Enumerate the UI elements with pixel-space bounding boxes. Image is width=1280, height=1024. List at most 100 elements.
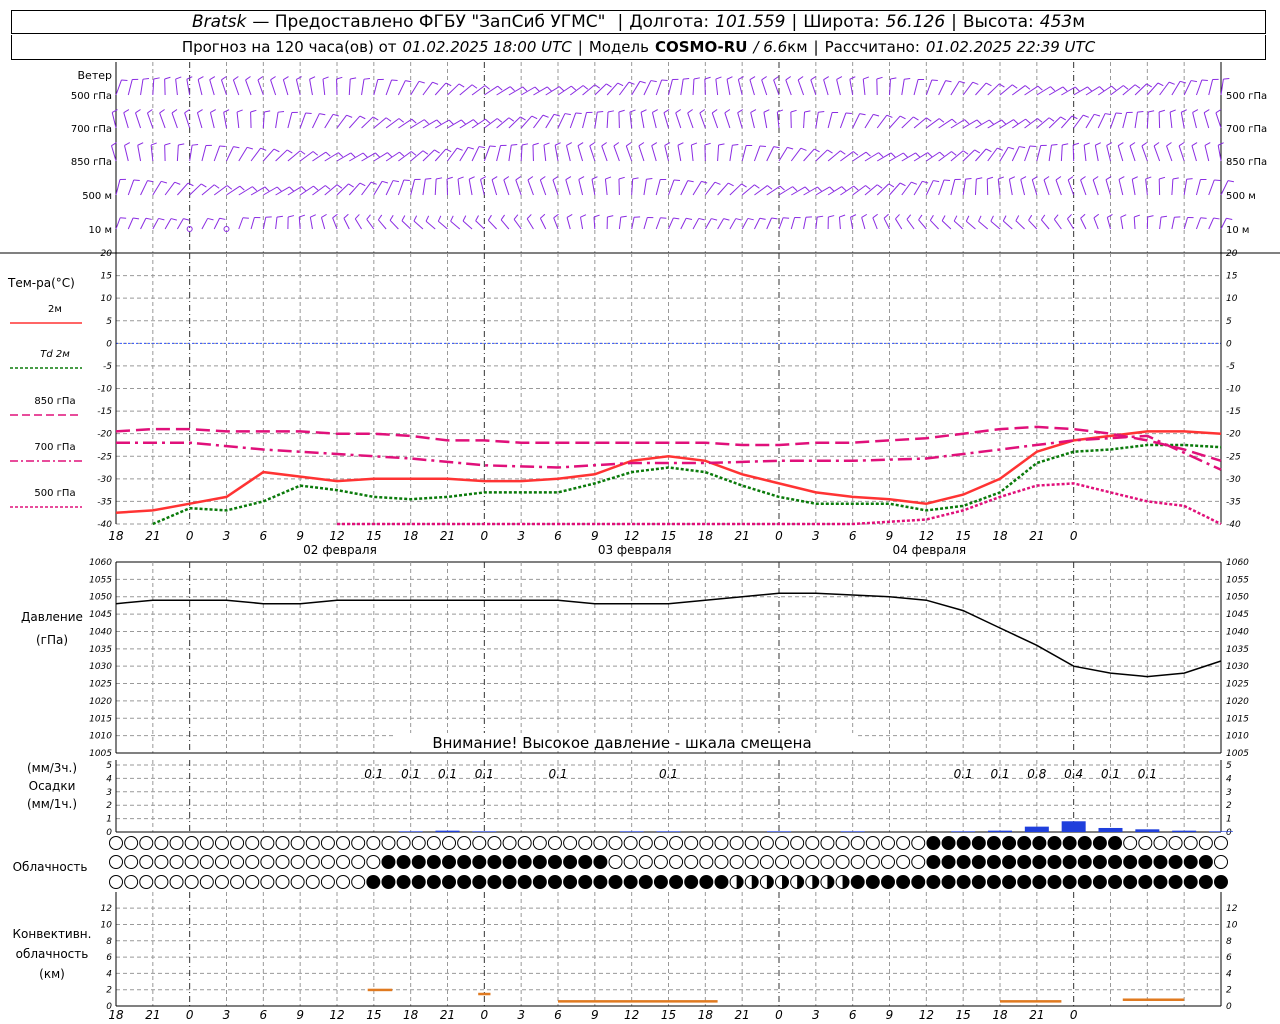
wind-barb-flag (1141, 142, 1148, 147)
cloud-cover-symbol (275, 855, 290, 869)
precip-y-tick-right: 4 (1226, 774, 1232, 784)
wind-barb-flag (827, 149, 833, 154)
wind-barb-shaft (631, 217, 635, 230)
cloud-cover-half (842, 875, 850, 889)
precip-y-tick-right: 3 (1226, 788, 1232, 798)
wind-barb-flag (836, 76, 843, 80)
precip-title: Осадки (29, 779, 76, 793)
wind-barb-flag (462, 215, 467, 222)
conv-title-1: Конвективн. (13, 927, 92, 941)
conv-y-tick: 12 (101, 904, 113, 914)
wind-barb-shaft (209, 112, 215, 129)
wind-barb-flag (1169, 109, 1176, 113)
conv-segment (558, 1000, 718, 1003)
cloud-cover-symbol (805, 855, 820, 869)
wind-barb-shaft (1072, 144, 1075, 162)
cloud-cover-symbol (184, 836, 199, 850)
cloud-cover-symbol (214, 836, 229, 850)
wind-barb-flag (985, 82, 992, 87)
wind-barb-shaft (213, 145, 221, 162)
wind-barb-flag (675, 109, 682, 114)
pressure-y-tick-right: 1060 (1226, 558, 1249, 568)
temp-y-tick: -10 (97, 385, 112, 395)
pressure-y-tick-right: 1015 (1226, 714, 1249, 724)
cloud-cover-symbol (502, 875, 517, 889)
cloud-cover-symbol (1123, 836, 1138, 850)
pressure-title: Давление (21, 610, 83, 624)
wind-barb-flag (823, 76, 829, 81)
wind-barb-shaft (287, 112, 293, 129)
temp-y-tick-right: -25 (1226, 452, 1241, 462)
wind-barb-flag (620, 215, 627, 218)
wind-barb-flag (1158, 109, 1165, 113)
wind-barb-flag (763, 109, 770, 113)
wind-barb-flag (520, 116, 526, 121)
wind-barb-shaft (1195, 179, 1201, 196)
wind-barb-shaft (895, 218, 903, 230)
cloud-cover-symbol (563, 836, 578, 850)
temp-y-tick: -5 (103, 362, 112, 372)
temp-y-tick: 15 (101, 272, 113, 282)
wind-barb-shaft (287, 186, 302, 196)
wind-barb-flag (391, 79, 398, 81)
wind-barb-shaft (152, 78, 155, 96)
wind-barb-shaft (1131, 179, 1136, 196)
wind-barb-shaft (245, 79, 252, 96)
cloud-cover-symbol (547, 836, 562, 850)
wind-barb-flag (1159, 176, 1166, 180)
wind-barb-flag (1200, 217, 1207, 219)
wind-barb-shaft (815, 112, 819, 129)
wind-barb-shaft (213, 218, 220, 230)
wind-barb-shaft (354, 218, 362, 230)
cloud-cover-symbol (593, 875, 608, 889)
cloud-cover-symbol (472, 836, 487, 850)
wind-barb-flag (1020, 176, 1027, 180)
cloud-cover-symbol (593, 855, 608, 869)
wind-barb-flag (515, 176, 522, 181)
wind-level-label-right: 700 гПа (1226, 124, 1267, 135)
cloud-cover-symbol (1002, 855, 1017, 869)
wind-barb-flag (1105, 176, 1112, 181)
cloud-cover-symbol (351, 836, 366, 850)
wind-barb-shaft (1083, 145, 1087, 162)
wind-barb-flag (559, 86, 565, 92)
wind-barb-flag (336, 184, 343, 189)
wind-barb-shaft (533, 114, 544, 129)
wind-barb-flag (1028, 214, 1033, 221)
wind-barb-flag (841, 186, 847, 192)
wind-barb-flag (677, 142, 684, 146)
cloud-cover-symbol (245, 855, 260, 869)
wind-barb-shaft (1166, 145, 1173, 162)
wind-barb-shaft (552, 179, 559, 196)
cloud-cover-symbol (290, 855, 305, 869)
cloud-cover-symbol (850, 875, 865, 889)
cloud-cover-symbol (608, 875, 623, 889)
wind-barb-flag (951, 118, 957, 124)
wind-barb-shaft (690, 145, 694, 162)
wind-barb-shaft (527, 179, 534, 196)
cloud-cover-symbol (684, 875, 699, 889)
x-tick-label: 21 (735, 529, 750, 543)
wind-barb-shaft (901, 116, 914, 129)
cloud-cover-symbol (1047, 875, 1062, 889)
wind-barb-shaft (1036, 86, 1051, 96)
pressure-y-tick: 1020 (89, 697, 112, 707)
wind-barb-shaft (1094, 145, 1099, 162)
cloud-cover-symbol (1183, 875, 1198, 889)
cloud-cover-symbol (729, 836, 744, 850)
wind-barb-flag (200, 183, 207, 188)
wind-barb-flag (711, 218, 718, 221)
wind-barb-flag (437, 215, 442, 222)
wind-barb-shaft (275, 186, 290, 196)
wind-barb-flag (687, 109, 693, 114)
lat-value: 56.126 (885, 12, 946, 32)
wind-barb-flag (652, 109, 658, 113)
cloud-cover-symbol (593, 836, 608, 850)
x-tick-label-bottom: 15 (956, 1008, 971, 1022)
wind-barb-flag (804, 186, 810, 192)
wind-barb-flag (405, 80, 412, 83)
wind-barb-flag (933, 180, 940, 183)
wind-barb-shaft (852, 151, 867, 162)
wind-barb-shaft (999, 119, 1014, 129)
wind-barb-shaft (361, 181, 372, 196)
